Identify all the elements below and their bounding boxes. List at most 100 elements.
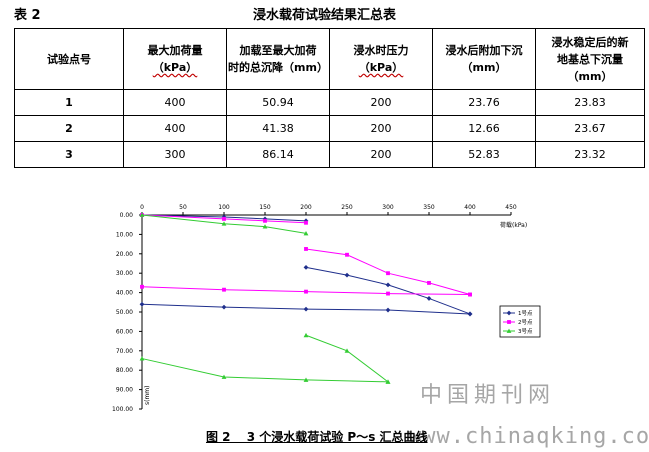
- y-tick-label: 90.00: [116, 387, 133, 394]
- x-tick-label: 0: [140, 204, 144, 211]
- y-tick-label: 60.00: [116, 328, 133, 335]
- data-point: [427, 280, 431, 285]
- cell-total-settlement: 86.14: [226, 141, 330, 168]
- data-point: [303, 306, 309, 312]
- data-point: [303, 231, 309, 236]
- series-1: [139, 212, 473, 317]
- data-point: [468, 292, 472, 297]
- header-point-no: 试验点号: [14, 28, 124, 90]
- p-s-curve-chart: 0 50 100 150 200 250 300 350 400 450 0.00 10.00 20.0…: [112, 204, 541, 413]
- y-tick-label: 80.00: [116, 367, 133, 374]
- legend-label: 1号点: [518, 310, 533, 317]
- table-row: 3 300 86.14 200 52.83 23.32: [14, 141, 645, 168]
- data-point: [262, 216, 268, 222]
- data-point: [506, 328, 512, 333]
- watermark-logo-text: 中国期刊网: [420, 383, 556, 408]
- header-additional-settlement: 浸水后附加下沉 （mm）: [432, 28, 536, 90]
- series-2: [140, 213, 472, 297]
- data-point: [304, 289, 308, 294]
- x-tick-label: 250: [341, 204, 353, 211]
- results-table: 试验点号 最大加荷量 （kPa） 加载至最大加荷 时的总沉降（mm） 浸水时压力…: [14, 28, 645, 168]
- cell-soak-pressure: 200: [329, 89, 433, 116]
- data-point: [344, 348, 350, 353]
- x-tick-label: 100: [218, 204, 230, 211]
- y-tick-label: 20.00: [116, 251, 133, 258]
- data-point: [385, 307, 391, 313]
- cell-max-load: 400: [123, 115, 227, 142]
- figure-caption: 图 2 3 个浸水载荷试验 P～s 汇总曲线: [206, 430, 428, 444]
- cell-point-no: 1: [14, 89, 124, 116]
- data-point: [140, 284, 144, 289]
- y-tick-label: 0.00: [120, 212, 134, 219]
- legend-label: 3号点: [518, 328, 533, 335]
- x-tick-label: 150: [259, 204, 271, 211]
- chart-series: [139, 212, 473, 384]
- legend-label: 2号点: [518, 319, 533, 326]
- header-max-load: 最大加荷量 （kPa）: [123, 28, 227, 90]
- series-3: [139, 212, 391, 384]
- series-line: [305, 334, 389, 383]
- x-tick-label: 200: [300, 204, 312, 211]
- data-point: [386, 271, 390, 276]
- y-tick-label: 10.00: [116, 231, 133, 238]
- data-point: [506, 310, 512, 316]
- cell-max-load: 400: [123, 89, 227, 116]
- data-point: [222, 216, 226, 221]
- chart-axes: 0 50 100 150 200 250 300 350 400 450 0.00 10.00 20.0…: [112, 204, 527, 413]
- data-point: [507, 320, 511, 324]
- data-point: [303, 332, 309, 338]
- cell-total-settlement: 50.94: [226, 89, 330, 116]
- data-point: [303, 218, 309, 224]
- data-point: [139, 301, 145, 307]
- data-point: [304, 247, 308, 251]
- y-tick-label: 70.00: [116, 348, 133, 355]
- x-tick-label: 350: [423, 204, 435, 211]
- data-point: [385, 282, 391, 288]
- data-point: [263, 218, 267, 223]
- x-tick-label: 300: [382, 204, 394, 211]
- table-row: 2 400 41.38 200 12.66 23.67: [14, 115, 645, 142]
- x-tick-label: 400: [464, 204, 476, 211]
- data-point: [303, 377, 309, 382]
- data-point: [262, 224, 268, 229]
- data-point: [221, 221, 227, 226]
- table-row: 1 400 50.94 200 23.76 23.83: [14, 89, 645, 116]
- cell-soak-pressure: 200: [329, 141, 433, 168]
- table-number: 表 2: [14, 8, 41, 23]
- data-point: [221, 304, 227, 310]
- table-title: 浸水载荷试验结果汇总表: [252, 8, 396, 23]
- cell-additional-settlement: 52.83: [432, 141, 536, 168]
- data-point: [386, 291, 390, 296]
- data-point: [303, 264, 309, 270]
- series-line: [141, 214, 307, 222]
- y-tick-label: 100.00: [112, 406, 133, 413]
- x-axis-label: 荷载(kPa): [500, 221, 527, 229]
- y-tick-label: 50.00: [116, 309, 133, 316]
- y-tick-label: 30.00: [116, 270, 133, 277]
- y-axis-label: s(mm): [144, 386, 151, 406]
- data-point: [467, 311, 473, 317]
- table-header-row: 试验点号 最大加荷量 （kPa） 加载至最大加荷 时的总沉降（mm） 浸水时压力…: [14, 28, 645, 90]
- data-point: [426, 296, 432, 301]
- series-line: [141, 214, 307, 234]
- y-tick-label: 40.00: [116, 290, 133, 297]
- cell-new-settlement: 23.83: [535, 89, 645, 116]
- header-new-foundation-settlement: 浸水稳定后的新 地基总下沉量 （mm）: [535, 28, 645, 90]
- header-total-settlement: 加载至最大加荷 时的总沉降（mm）: [226, 28, 330, 90]
- cell-soak-pressure: 200: [329, 115, 433, 142]
- series-line: [141, 358, 389, 383]
- data-point: [139, 212, 145, 217]
- cell-additional-settlement: 23.76: [432, 89, 536, 116]
- cell-point-no: 3: [14, 141, 124, 168]
- data-point: [139, 356, 145, 361]
- watermark-url: www.chinaqking.com: [408, 424, 649, 449]
- cell-point-no: 2: [14, 115, 124, 142]
- cell-new-settlement: 23.67: [535, 115, 645, 142]
- x-tick-label: 50: [179, 204, 187, 211]
- data-point: [221, 374, 227, 379]
- chart-legend: 1号点 2号点 3号点: [499, 305, 541, 338]
- cell-total-settlement: 41.38: [226, 115, 330, 142]
- x-tick-label: 450: [505, 204, 517, 211]
- data-point: [304, 220, 308, 225]
- header-soak-pressure: 浸水时压力 （kPa）: [329, 28, 433, 90]
